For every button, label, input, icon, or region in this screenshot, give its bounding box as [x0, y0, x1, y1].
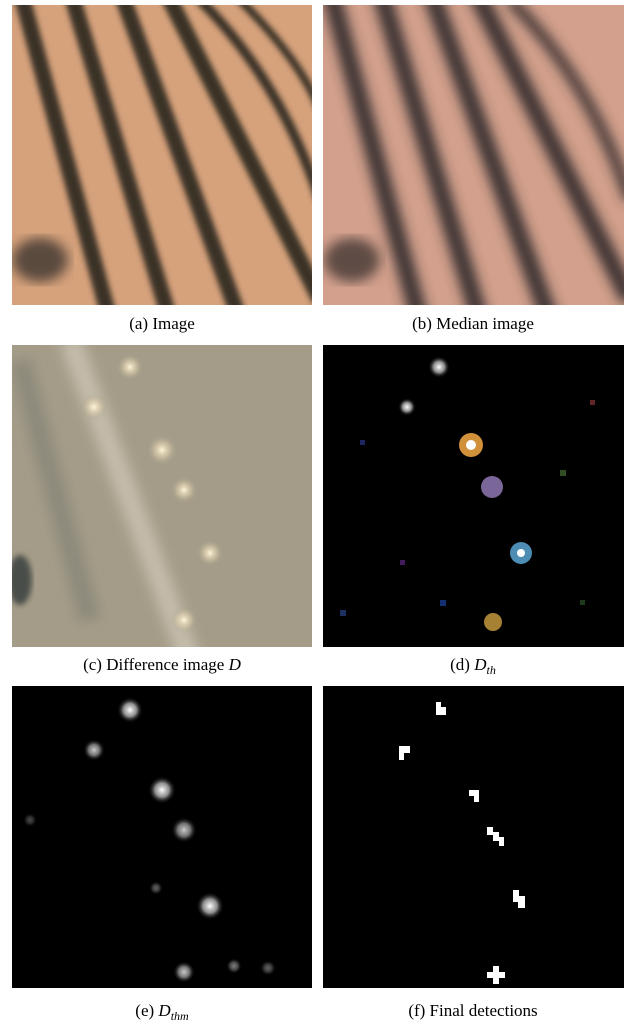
- caption-text: (c) Difference image: [83, 655, 224, 674]
- caption-math: D: [157, 1001, 171, 1020]
- image-panel: [12, 0, 320, 320]
- caption: (a) Image: [129, 314, 195, 333]
- threshold-panel: [323, 345, 624, 647]
- difference-panel: [8, 340, 312, 660]
- page: (a) Image (b) Median image (c) Differenc…: [0, 0, 636, 1036]
- detections-panel: [323, 686, 624, 988]
- caption: (e) Dthm: [135, 1001, 189, 1023]
- caption: (d) Dth: [450, 655, 496, 677]
- caption-subscript: thm: [171, 1009, 189, 1023]
- caption: (c) Difference image D: [83, 655, 242, 674]
- caption: (b) Median image: [412, 314, 534, 333]
- median-panel: [323, 0, 630, 320]
- caption-math: D: [228, 655, 242, 674]
- threshold-map-panel: [12, 686, 312, 988]
- figure: (a) Image (b) Median image (c) Differenc…: [0, 0, 636, 1036]
- caption-subscript: th: [487, 663, 496, 677]
- caption-text: (d): [450, 655, 470, 674]
- caption: (f) Final detections: [408, 1001, 537, 1020]
- caption-text: (e): [135, 1001, 154, 1020]
- caption-math: D: [473, 655, 487, 674]
